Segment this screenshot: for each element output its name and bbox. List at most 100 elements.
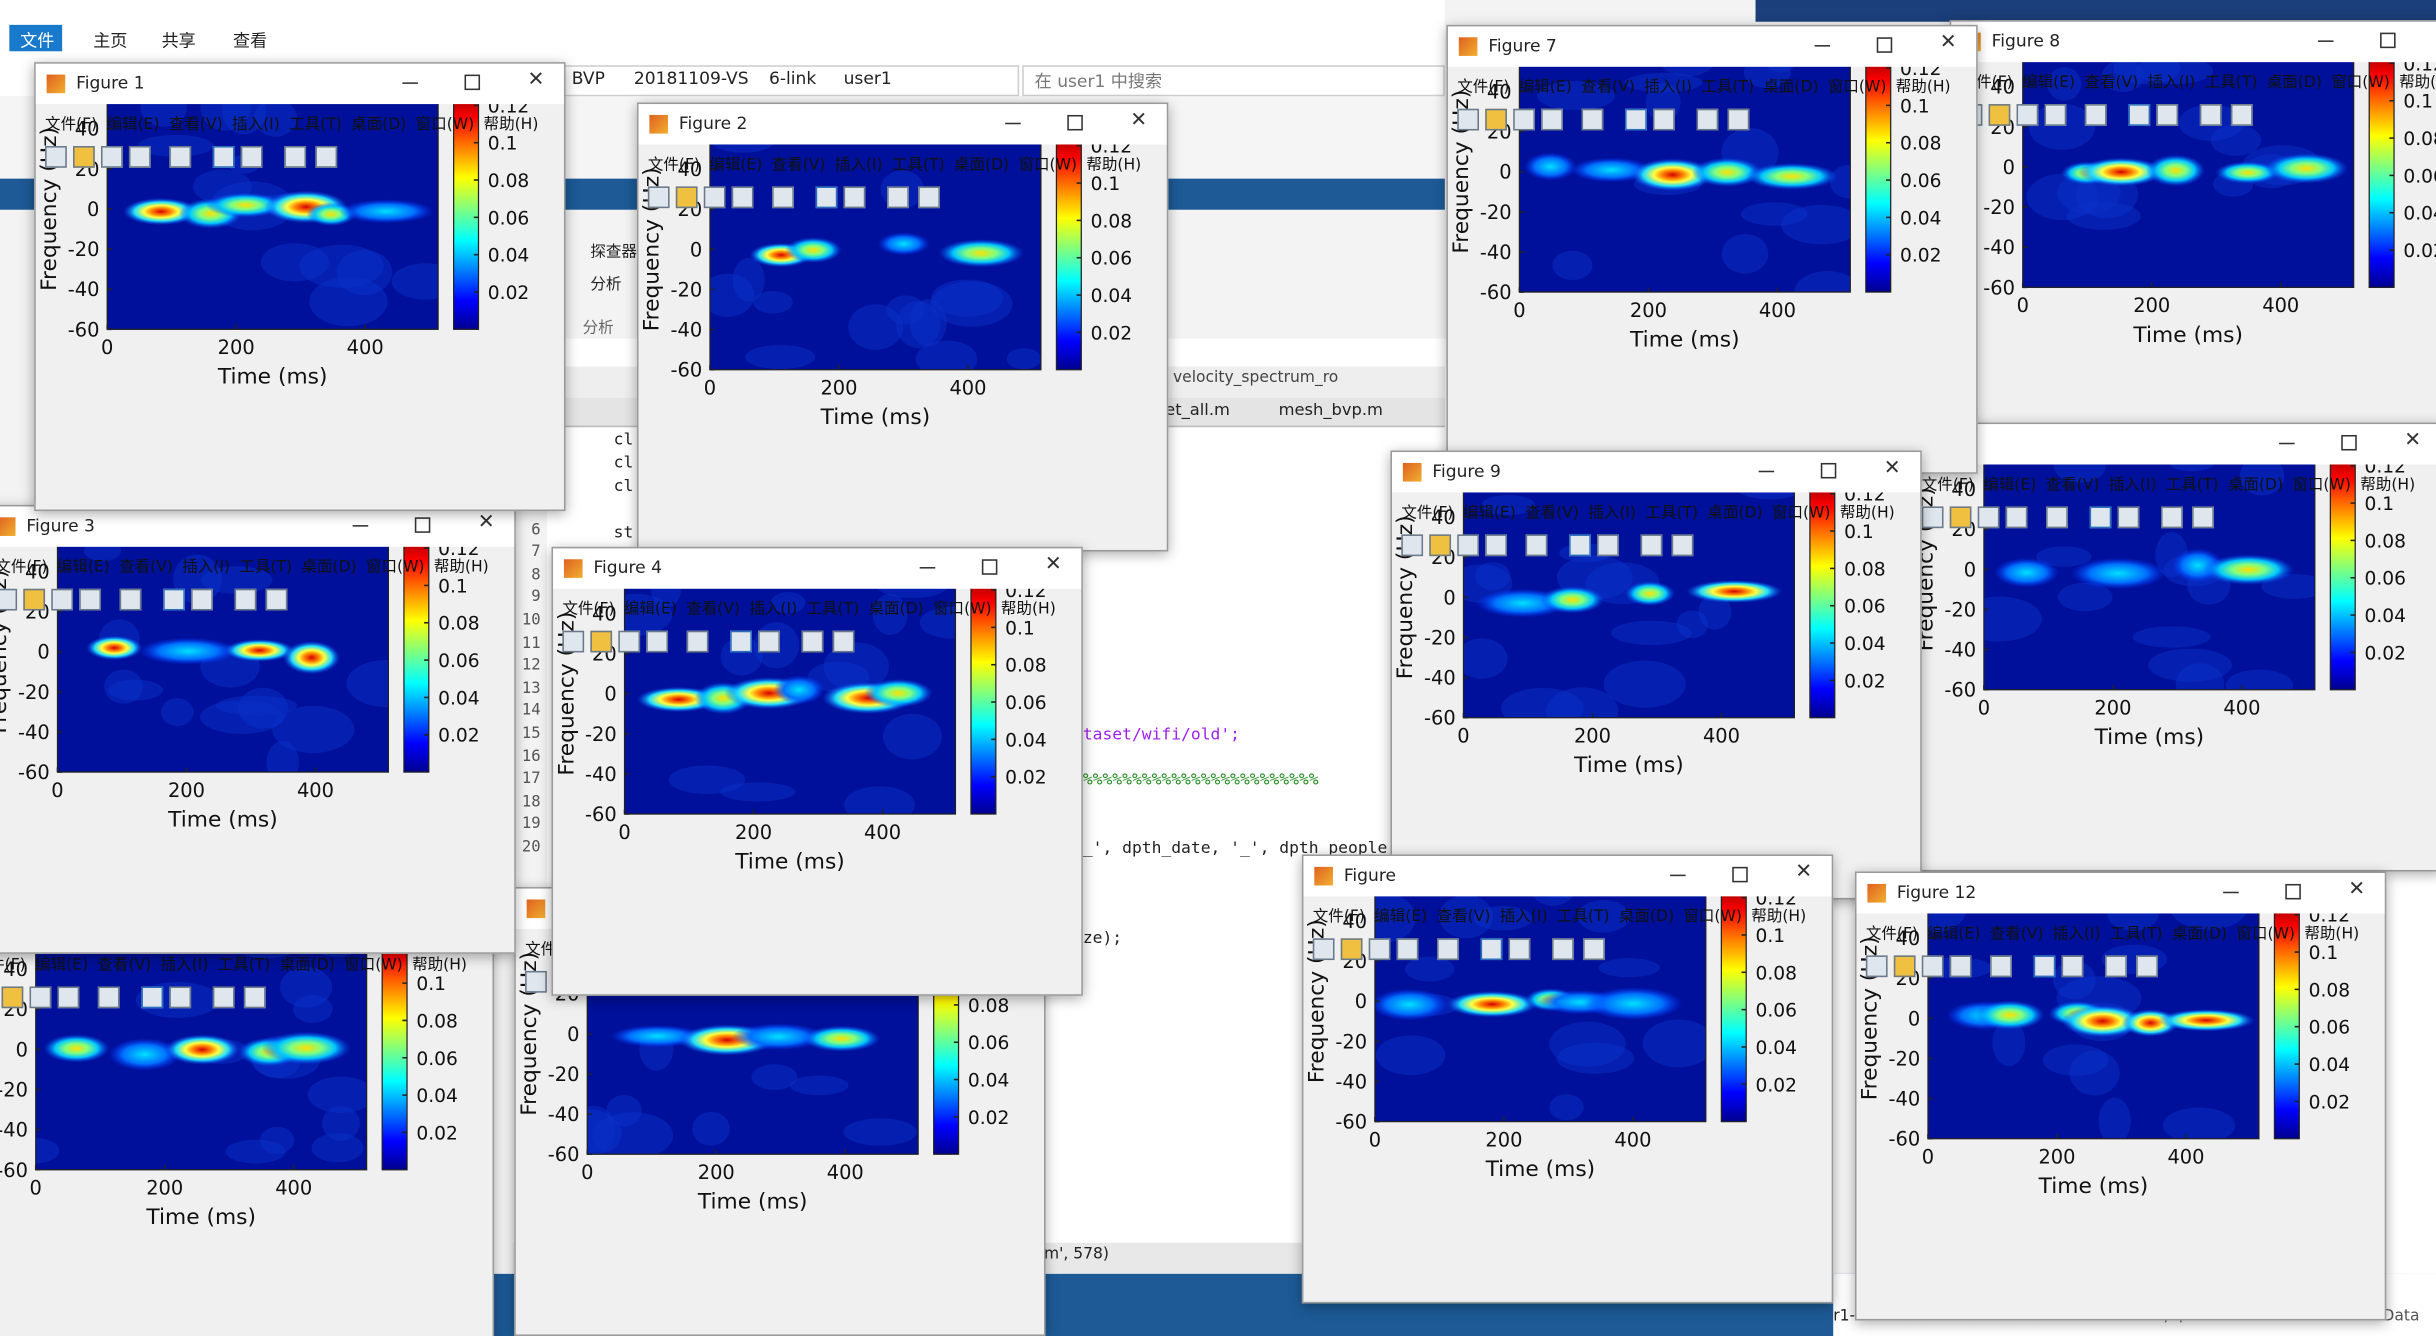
menu-item[interactable]: 桌面(D): [351, 115, 407, 133]
menu-item[interactable]: 编辑(E): [1462, 504, 1516, 522]
tool-button[interactable]: [234, 588, 257, 611]
maximize-button[interactable]: [2341, 434, 2357, 451]
tool-button[interactable]: [1552, 938, 1574, 961]
tool-button[interactable]: [2084, 104, 2107, 126]
menu-item[interactable]: 窗口(W): [1683, 908, 1742, 926]
tool-button[interactable]: [169, 146, 192, 168]
menu-item[interactable]: 查看(V): [1436, 908, 1491, 926]
tool-button[interactable]: [2046, 506, 2068, 529]
tool-button[interactable]: [1485, 534, 1507, 557]
path-segment[interactable]: BVP: [571, 68, 605, 89]
menu-item[interactable]: 帮助(H): [483, 115, 539, 133]
menu-item[interactable]: 工具(T): [1556, 908, 1610, 926]
menu-item[interactable]: 窗口(W): [1771, 504, 1831, 522]
tool-button[interactable]: [1865, 955, 1888, 978]
menu-item[interactable]: 桌面(D): [2227, 476, 2284, 494]
tool-button[interactable]: [731, 186, 754, 209]
menu-item[interactable]: 工具(T): [1645, 504, 1699, 522]
maximize-button[interactable]: [414, 517, 431, 533]
tool-button[interactable]: [1368, 938, 1391, 961]
tool-button[interactable]: [119, 588, 142, 611]
menu-item[interactable]: 桌面(D): [868, 600, 924, 618]
menu-item[interactable]: 编辑(E): [106, 115, 160, 133]
tool-button[interactable]: [2161, 506, 2183, 529]
tool-button[interactable]: [525, 970, 547, 993]
menu-item[interactable]: 桌面(D): [1763, 78, 1819, 96]
tool-button[interactable]: [2044, 104, 2067, 126]
tool-button[interactable]: [1541, 108, 1563, 131]
address-bar[interactable]: [562, 65, 1020, 97]
tool-button[interactable]: [2089, 506, 2112, 529]
tool-button[interactable]: [1949, 506, 1972, 529]
search-placeholder[interactable]: 在 user1 中搜索: [1034, 71, 1163, 92]
tool-button[interactable]: [163, 588, 185, 611]
tool-button[interactable]: [57, 986, 80, 1009]
menu-item[interactable]: 工具(T): [217, 956, 271, 974]
menu-item[interactable]: 窗口(W): [2331, 73, 2390, 91]
menu-item[interactable]: 文件(F): [45, 115, 98, 133]
menu-item[interactable]: 窗口(W): [2236, 925, 2296, 943]
minimize-button[interactable]: [352, 525, 369, 527]
menu-item[interactable]: 桌面(D): [2171, 925, 2228, 943]
tool-button[interactable]: [1457, 534, 1479, 557]
tool-button[interactable]: [1988, 104, 2011, 126]
menu-item[interactable]: 工具(T): [1701, 78, 1755, 96]
ribbon-item[interactable]: 探查器: [590, 243, 637, 261]
tool-button[interactable]: [240, 146, 263, 168]
menu-item[interactable]: 桌面(D): [1618, 908, 1675, 926]
tool-button[interactable]: [2016, 104, 2039, 126]
menu-item[interactable]: 插入(I): [160, 956, 209, 974]
explorer-tab[interactable]: 共享: [161, 31, 196, 52]
close-button[interactable]: ✕: [1130, 108, 1148, 133]
tool-button[interactable]: [97, 986, 120, 1009]
menu-item[interactable]: 查看(V): [1525, 504, 1579, 522]
maximize-button[interactable]: [1876, 37, 1893, 53]
menu-item[interactable]: 帮助(H): [2304, 925, 2360, 943]
minimize-button[interactable]: [2223, 891, 2239, 894]
menu-item[interactable]: 查看(V): [2045, 476, 2100, 494]
menu-item[interactable]: 文件(F): [0, 558, 48, 576]
explorer-tab[interactable]: 文件: [20, 31, 55, 52]
menu-item[interactable]: 工具(T): [289, 115, 342, 133]
menu-item[interactable]: 帮助(H): [2360, 476, 2416, 494]
tool-button[interactable]: [562, 630, 585, 653]
menu-item[interactable]: 编辑(E): [1374, 908, 1428, 926]
editor-tab[interactable]: et_all.m: [1165, 400, 1230, 420]
tool-button[interactable]: [843, 186, 866, 209]
menu-item[interactable]: 帮助(H): [1839, 504, 1895, 522]
menu-item[interactable]: 工具(T): [891, 156, 945, 174]
tool-button[interactable]: [315, 146, 338, 168]
tool-button[interactable]: [1480, 938, 1503, 961]
minimize-button[interactable]: [1814, 45, 1831, 47]
tool-button[interactable]: [2033, 955, 2056, 978]
editor-tab[interactable]: mesh_bvp.m: [1278, 400, 1383, 420]
minimize-button[interactable]: [1758, 470, 1775, 473]
close-button[interactable]: ✕: [1795, 860, 1813, 884]
tool-button[interactable]: [758, 630, 780, 653]
tool-button[interactable]: [1977, 506, 2000, 529]
menu-item[interactable]: 文件(F): [647, 156, 700, 174]
menu-item[interactable]: 窗口(W): [344, 956, 403, 974]
menu-item[interactable]: 插入(I): [749, 600, 798, 618]
menu-item[interactable]: 插入(I): [232, 115, 280, 133]
tool-button[interactable]: [1727, 108, 1750, 131]
tool-button[interactable]: [1583, 938, 1605, 961]
tool-button[interactable]: [2005, 506, 2028, 529]
tool-button[interactable]: [815, 186, 838, 209]
maximize-button[interactable]: [2380, 32, 2396, 49]
path-segment[interactable]: user1: [843, 68, 892, 89]
tool-button[interactable]: [1625, 108, 1647, 131]
explorer-tab-active[interactable]: [9, 24, 63, 52]
maximize-button[interactable]: [981, 559, 998, 575]
tool-button[interactable]: [2136, 955, 2158, 978]
tool-button[interactable]: [1508, 938, 1531, 961]
menu-item[interactable]: 文件(F): [1312, 908, 1365, 926]
tool-button[interactable]: [128, 146, 151, 168]
tool-button[interactable]: [1581, 108, 1604, 131]
tool-button[interactable]: [918, 186, 940, 209]
tool-button[interactable]: [647, 186, 670, 209]
tool-button[interactable]: [73, 146, 95, 168]
menu-item[interactable]: 桌面(D): [953, 156, 1010, 174]
menu-item[interactable]: 编辑(E): [709, 156, 763, 174]
menu-item[interactable]: 窗口(W): [365, 558, 425, 576]
